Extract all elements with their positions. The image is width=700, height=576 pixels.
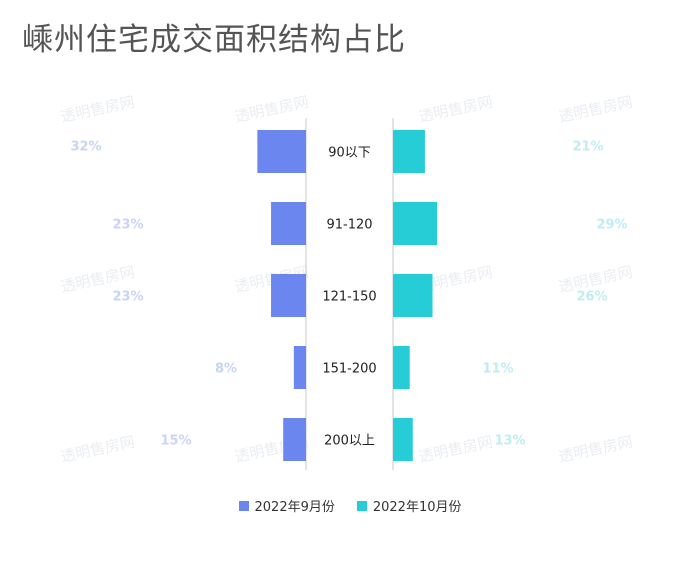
bar-oct-0 <box>393 130 425 173</box>
bar-oct-2 <box>393 274 433 317</box>
bar-sep-2 <box>271 274 306 317</box>
value-label-oct-1: 29% <box>596 218 627 233</box>
watermark-text: 透明售房网 <box>417 433 494 466</box>
legend-label-oct: 2022年10月份 <box>372 500 462 515</box>
legend-item-oct[interactable]: 2022年10月份 <box>356 496 462 515</box>
value-label-oct-3: 11% <box>482 362 513 377</box>
bar-sep-3 <box>293 346 306 389</box>
value-label-oct-0: 21% <box>572 140 603 155</box>
value-label-sep-2: 23% <box>112 290 143 305</box>
bar-sep-1 <box>271 202 306 245</box>
bar-sep-4 <box>283 418 306 461</box>
legend: 2022年9月份 2022年10月份 <box>0 496 700 515</box>
watermark-text: 透明售房网 <box>233 93 310 126</box>
legend-item-sep[interactable]: 2022年9月份 <box>238 496 335 515</box>
value-label-oct-2: 26% <box>576 290 607 305</box>
series-sep-bars <box>257 130 306 461</box>
legend-label-sep: 2022年9月份 <box>254 500 335 515</box>
category-label-3: 151-200 <box>322 362 376 377</box>
series-oct-bars <box>393 130 438 461</box>
chart-title: 嵊州住宅成交面积结构占比 <box>22 22 406 58</box>
value-label-sep-3: 8% <box>215 362 237 377</box>
category-label-0: 90以下 <box>328 146 371 161</box>
watermark-text: 透明售房网 <box>59 433 136 466</box>
value-label-oct-4: 13% <box>494 434 525 449</box>
legend-swatch-oct <box>356 500 367 511</box>
bar-sep-0 <box>257 130 306 173</box>
category-label-1: 91-120 <box>326 218 372 233</box>
watermark-text: 透明售房网 <box>557 93 634 126</box>
watermark-text: 透明售房网 <box>557 433 634 466</box>
category-label-4: 200以上 <box>324 434 375 449</box>
legend-swatch-sep <box>238 500 249 511</box>
watermark-text: 透明售房网 <box>417 93 494 126</box>
value-label-sep-4: 15% <box>160 434 191 449</box>
watermark-text: 透明售房网 <box>59 93 136 126</box>
bar-oct-4 <box>393 418 413 461</box>
value-labels: 32% 21% 23% 29% 23% 26% 8% 11% 15% 13% <box>70 140 627 449</box>
value-label-sep-1: 23% <box>112 218 143 233</box>
category-labels: 90以下 91-120 121-150 151-200 200以上 <box>322 146 376 449</box>
value-label-sep-0: 32% <box>70 140 101 155</box>
bar-oct-1 <box>393 202 438 245</box>
category-label-2: 121-150 <box>322 290 376 305</box>
bar-oct-3 <box>393 346 410 389</box>
